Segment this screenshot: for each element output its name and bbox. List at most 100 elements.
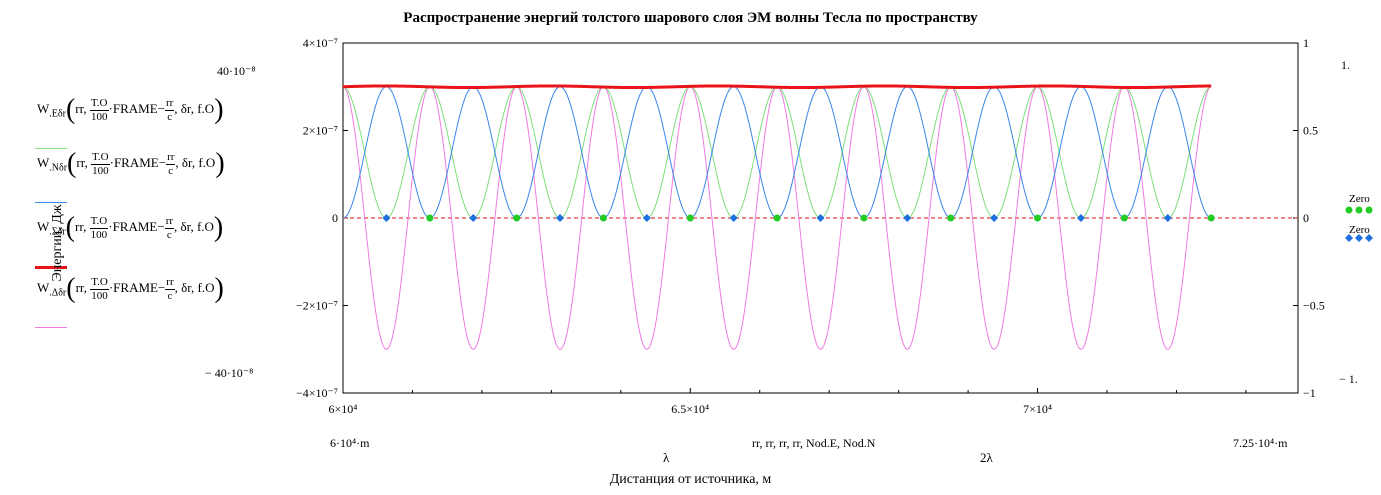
x-axis-label: Дистанция от источника, м xyxy=(609,472,772,487)
paren: ( xyxy=(65,212,75,243)
legend-arg: rr, xyxy=(74,218,90,234)
fraction-num: T.O xyxy=(90,275,109,290)
x-tick-label: 7×10⁴ xyxy=(1023,402,1052,416)
x-upper-limit: 7.25·10⁴·m xyxy=(1233,436,1288,450)
zero-marker-circle xyxy=(860,214,868,222)
legend-frame: ·FRAME− xyxy=(109,154,167,170)
zero-diamond-icon xyxy=(1365,234,1373,242)
marker-legend-label-2: Zero xyxy=(1349,224,1370,236)
legend-swatch xyxy=(35,266,67,269)
zero-marker-circle xyxy=(1034,214,1042,222)
legend-swatch xyxy=(35,148,67,149)
legend-item: W.Δδr(rr, T.O 100·FRAME− rr c, δr, f.O) xyxy=(37,275,224,303)
legend-arg: rr, xyxy=(75,279,91,295)
zero-marker-diamond xyxy=(990,214,999,222)
fraction: T.O 100 xyxy=(91,151,110,178)
zero-marker-diamond xyxy=(469,214,478,222)
zero-diamond-icon xyxy=(1355,234,1363,242)
fraction-den: 100 xyxy=(90,110,108,123)
y-lower-limit: − 40·10⁻⁸ xyxy=(205,366,254,380)
fraction: T.O 100 xyxy=(89,97,109,124)
series-line-2 xyxy=(342,86,1212,219)
legend-frame: ·FRAME− xyxy=(108,279,166,295)
legend-frame: ·FRAME− xyxy=(108,100,165,116)
fraction-num: rr xyxy=(165,275,175,290)
zero-marker-diamond xyxy=(382,214,391,222)
zero-circle-icon xyxy=(1365,206,1373,214)
legend-arg: rr, xyxy=(75,100,90,116)
legend-tail: , δr, f.O xyxy=(174,100,215,116)
zero-marker-diamond xyxy=(1076,214,1085,222)
paren: ) xyxy=(215,148,225,179)
fraction-num: rr xyxy=(166,150,176,165)
x-tick-label: 6.5×10⁴ xyxy=(671,402,709,416)
legend-symbol: W xyxy=(37,100,50,116)
y-tick-label: −2×10⁻⁷ xyxy=(296,299,338,313)
y-tick-label: 4×10⁻⁷ xyxy=(303,36,338,50)
legend-subscript: .Eδr xyxy=(49,108,66,120)
y2-tick-label: 0 xyxy=(1303,211,1309,225)
zero-marker-diamond xyxy=(729,214,738,222)
legend-arg: rr, xyxy=(76,154,92,170)
legend-item: W.Nδr(rr, T.O 100·FRAME− rr c, δr, f.O) xyxy=(37,150,225,178)
fraction: rr c xyxy=(164,214,175,242)
series-line-3 xyxy=(342,84,1212,90)
zero-circle-icon xyxy=(1345,206,1353,214)
fraction-den: 100 xyxy=(90,228,108,241)
fraction: rr c xyxy=(164,97,175,124)
legend-subscript: .Δδr xyxy=(49,287,67,299)
legend-symbol: W xyxy=(37,218,50,234)
zero-marker-diamond xyxy=(816,214,825,222)
x-tick-label: 6×10⁴ xyxy=(329,402,358,416)
y-tick-label: 2×10⁻⁷ xyxy=(303,124,338,138)
paren: ) xyxy=(214,273,224,304)
y2-upper-limit: 1. xyxy=(1341,58,1350,72)
paren: ) xyxy=(214,94,224,125)
legend-swatch xyxy=(35,202,67,203)
marker-legend-symbols xyxy=(1345,206,1373,242)
zero-marker-circle xyxy=(513,214,521,222)
paren: ( xyxy=(65,94,76,125)
series-line-1 xyxy=(342,86,1212,219)
y-tick-label: −4×10⁻⁷ xyxy=(296,386,338,400)
fraction: T.O 100 xyxy=(89,214,109,242)
fraction-num: T.O xyxy=(91,150,110,165)
legend-swatch xyxy=(35,327,67,328)
legend-symbol: W xyxy=(37,279,50,295)
y-tick-label: 0 xyxy=(332,211,338,225)
zero-marker-circle xyxy=(947,214,955,222)
zero-marker-circle xyxy=(426,214,434,222)
zero-marker-diamond xyxy=(642,214,651,222)
y2-tick-label: −1 xyxy=(1303,386,1316,400)
paren: ( xyxy=(67,148,77,179)
legend-tail: , δr, f.O xyxy=(174,279,215,295)
zero-marker-diamond xyxy=(1163,214,1172,222)
zero-marker-circle xyxy=(1207,214,1215,222)
fraction-den: 100 xyxy=(91,289,108,302)
zero-marker-diamond xyxy=(903,214,912,222)
y-upper-limit: 40·10⁻⁸ xyxy=(217,64,256,78)
x-marker-lambda: λ xyxy=(663,450,670,465)
zero-circle-icon xyxy=(1355,206,1363,214)
fraction: rr c xyxy=(166,150,176,178)
zero-marker-circle xyxy=(1120,214,1128,222)
fraction: rr c xyxy=(165,275,175,303)
zero-marker-circle xyxy=(686,214,694,222)
fraction-num: rr xyxy=(164,214,175,229)
fraction: T.O 100 xyxy=(90,276,109,303)
legend-item: W.Eδr(rr, T.O 100·FRAME− rr c, δr, f.O) xyxy=(37,96,224,124)
x-variables: rr, rr, rr, rr, Nod.E, Nod.N xyxy=(752,436,876,450)
fraction-den: c xyxy=(168,164,174,177)
legend-tail: , δr, f.O xyxy=(174,218,214,234)
fraction-num: T.O xyxy=(89,214,109,229)
zero-marker-circle xyxy=(773,214,781,222)
paren: ) xyxy=(213,212,224,243)
marker-legend-label-1: Zero xyxy=(1349,193,1370,205)
zero-marker-diamond xyxy=(556,214,565,222)
legend-symbol: W xyxy=(37,154,50,170)
y2-tick-label: −0.5 xyxy=(1303,299,1325,313)
legend-subscript: .Σδr xyxy=(49,226,66,238)
legend-tail: , δr, f.O xyxy=(175,154,216,170)
legend-item: W.Σδr(rr, T.O 100·FRAME− rr c, δr, f.O) xyxy=(37,214,223,242)
